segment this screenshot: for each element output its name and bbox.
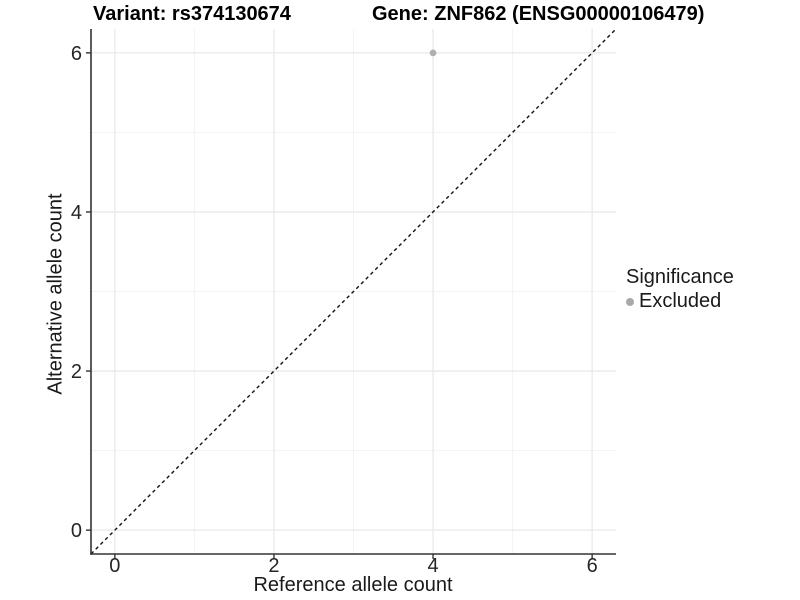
y-tick-label: 6 bbox=[71, 43, 82, 65]
legend-item-excluded: Excluded bbox=[626, 290, 734, 313]
x-tick-label: 2 bbox=[268, 555, 279, 577]
identity-reference-line bbox=[90, 28, 617, 555]
legend-title: Significance bbox=[626, 266, 734, 288]
data-point bbox=[429, 49, 437, 57]
plot-title-variant: Variant: rs374130674 bbox=[93, 3, 291, 25]
legend: Significance Excluded bbox=[626, 266, 734, 313]
y-tick-label: 0 bbox=[71, 520, 82, 542]
plot-title-gene: Gene: ZNF862 (ENSG00000106479) bbox=[372, 3, 705, 25]
y-tick-label: 2 bbox=[71, 361, 82, 383]
x-tick-label: 4 bbox=[427, 555, 438, 577]
x-tick-label: 0 bbox=[109, 555, 120, 577]
x-axis-title: Reference allele count bbox=[253, 574, 453, 596]
legend-key-dot-icon bbox=[626, 297, 634, 306]
y-axis-title: Alternative allele count bbox=[44, 193, 67, 395]
legend-item-label: Excluded bbox=[639, 290, 722, 312]
y-tick-label: 4 bbox=[71, 202, 82, 224]
x-tick-label: 6 bbox=[587, 555, 598, 577]
